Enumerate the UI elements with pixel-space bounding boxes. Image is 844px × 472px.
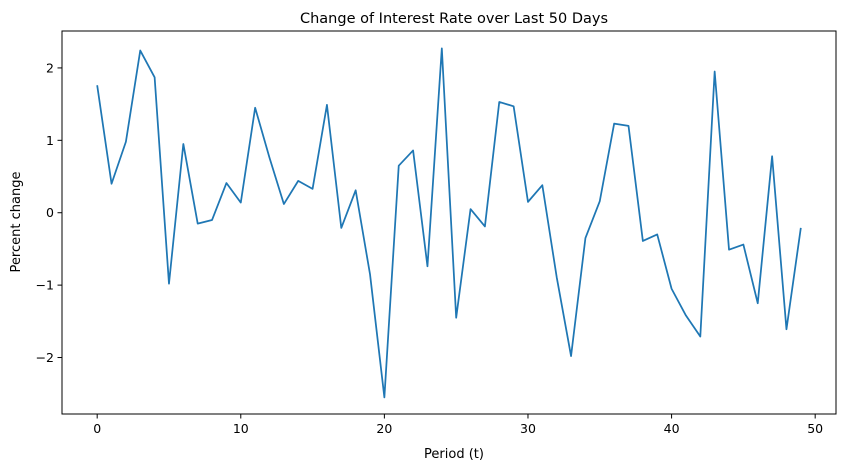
data-point — [541, 184, 543, 186]
data-point — [556, 276, 558, 278]
x-tick-label: 40 — [664, 421, 680, 436]
data-point — [757, 302, 759, 304]
plot-frame — [61, 30, 837, 415]
data-point — [685, 314, 687, 316]
data-point — [627, 125, 629, 127]
data-point — [311, 188, 313, 190]
data-point — [297, 180, 299, 182]
data-point — [699, 335, 701, 337]
data-point — [785, 328, 787, 330]
data-point — [441, 47, 443, 49]
data-point — [354, 189, 356, 191]
data-point — [728, 248, 730, 250]
chart-title: Change of Interest Rate over Last 50 Day… — [300, 11, 608, 27]
data-point — [713, 70, 715, 72]
data-point — [656, 233, 658, 235]
plot-area — [96, 47, 802, 399]
data-point — [125, 141, 127, 143]
data-point — [268, 157, 270, 159]
x-tick-label: 50 — [807, 421, 823, 436]
data-point — [642, 240, 644, 242]
data-point — [340, 227, 342, 229]
data-point — [742, 243, 744, 245]
y-tick-label: −1 — [36, 278, 54, 293]
data-point — [398, 164, 400, 166]
data-point — [283, 203, 285, 205]
y-tick-label: 1 — [46, 133, 54, 148]
data-point — [369, 273, 371, 275]
data-point — [455, 317, 457, 319]
data-point — [412, 149, 414, 151]
data-point — [498, 101, 500, 103]
data-point — [484, 225, 486, 227]
x-tick-label: 20 — [376, 421, 392, 436]
y-tick-label: 0 — [46, 205, 54, 220]
data-point — [96, 84, 98, 86]
x-tick-label: 0 — [93, 421, 101, 436]
data-point — [153, 76, 155, 78]
data-point — [182, 143, 184, 145]
data-point — [800, 227, 802, 229]
x-axis-label: Period (t) — [424, 447, 484, 462]
data-point — [469, 208, 471, 210]
x-tick-label: 30 — [520, 421, 536, 436]
data-point — [570, 355, 572, 357]
data-point — [110, 183, 112, 185]
data-point — [254, 107, 256, 109]
series-line-0 — [96, 47, 802, 399]
data-point — [197, 222, 199, 224]
data-point — [211, 219, 213, 221]
y-axis-label: Percent change — [9, 172, 24, 273]
data-point — [599, 200, 601, 202]
y-tick-label: 2 — [46, 60, 54, 75]
data-point — [771, 155, 773, 157]
data-point — [613, 122, 615, 124]
data-point — [139, 49, 141, 51]
data-point — [168, 282, 170, 284]
y-tick-label: −2 — [36, 350, 54, 365]
data-point — [512, 105, 514, 107]
data-point — [240, 201, 242, 203]
data-point — [584, 237, 586, 239]
data-point — [527, 201, 529, 203]
x-tick-label: 10 — [233, 421, 249, 436]
data-point — [670, 288, 672, 290]
data-point — [426, 265, 428, 267]
data-point — [225, 182, 227, 184]
data-point — [383, 396, 385, 398]
data-point — [326, 104, 328, 106]
axes: 0 10 20 30 40 50 −2 −1 0 1 2 — [36, 30, 837, 436]
